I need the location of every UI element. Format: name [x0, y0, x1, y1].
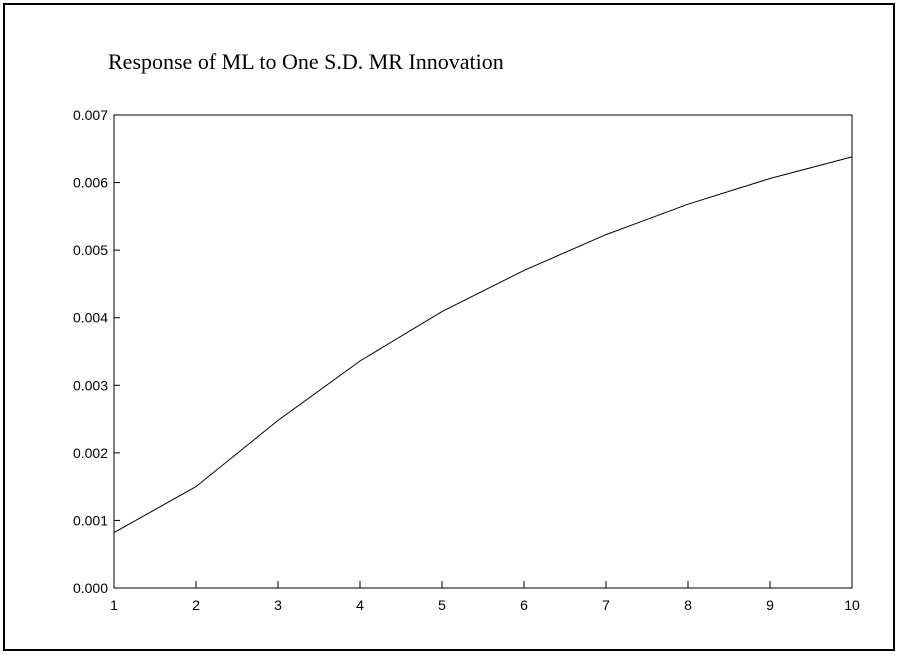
- x-tick-label: 1: [110, 597, 118, 613]
- response-line: [113, 156, 853, 534]
- x-axis: 1 2 3 4 5 6 7 8 9 10: [110, 581, 860, 613]
- chart-frame: [3, 3, 895, 651]
- x-tick-label: 4: [356, 597, 364, 613]
- series-layer: [113, 156, 853, 534]
- x-tick-label: 5: [438, 597, 446, 613]
- x-tick-label: 8: [684, 597, 692, 613]
- y-tick-label: 0.002: [73, 445, 108, 461]
- x-tick-label: 2: [192, 597, 200, 613]
- x-tick-label: 3: [274, 597, 282, 613]
- y-tick-label: 0.007: [73, 107, 108, 123]
- y-tick-label: 0.003: [73, 377, 108, 393]
- x-tick-label: 6: [520, 597, 528, 613]
- y-tick-label: 0.001: [73, 512, 108, 528]
- y-tick-label: 0.000: [73, 580, 108, 596]
- x-tick-label: 10: [844, 597, 860, 613]
- y-axis: 0.000 0.001 0.002 0.003 0.004 0.005 0.006 0.007: [73, 107, 120, 596]
- x-tick-label: 7: [602, 597, 610, 613]
- plot-area: [113, 114, 853, 589]
- y-tick-label: 0.006: [73, 175, 108, 191]
- y-tick-label: 0.004: [73, 310, 108, 326]
- x-tick-label: 9: [766, 597, 774, 613]
- chart-title: Response of ML to One S.D. MR Innovation: [108, 49, 504, 74]
- y-tick-label: 0.005: [73, 242, 108, 258]
